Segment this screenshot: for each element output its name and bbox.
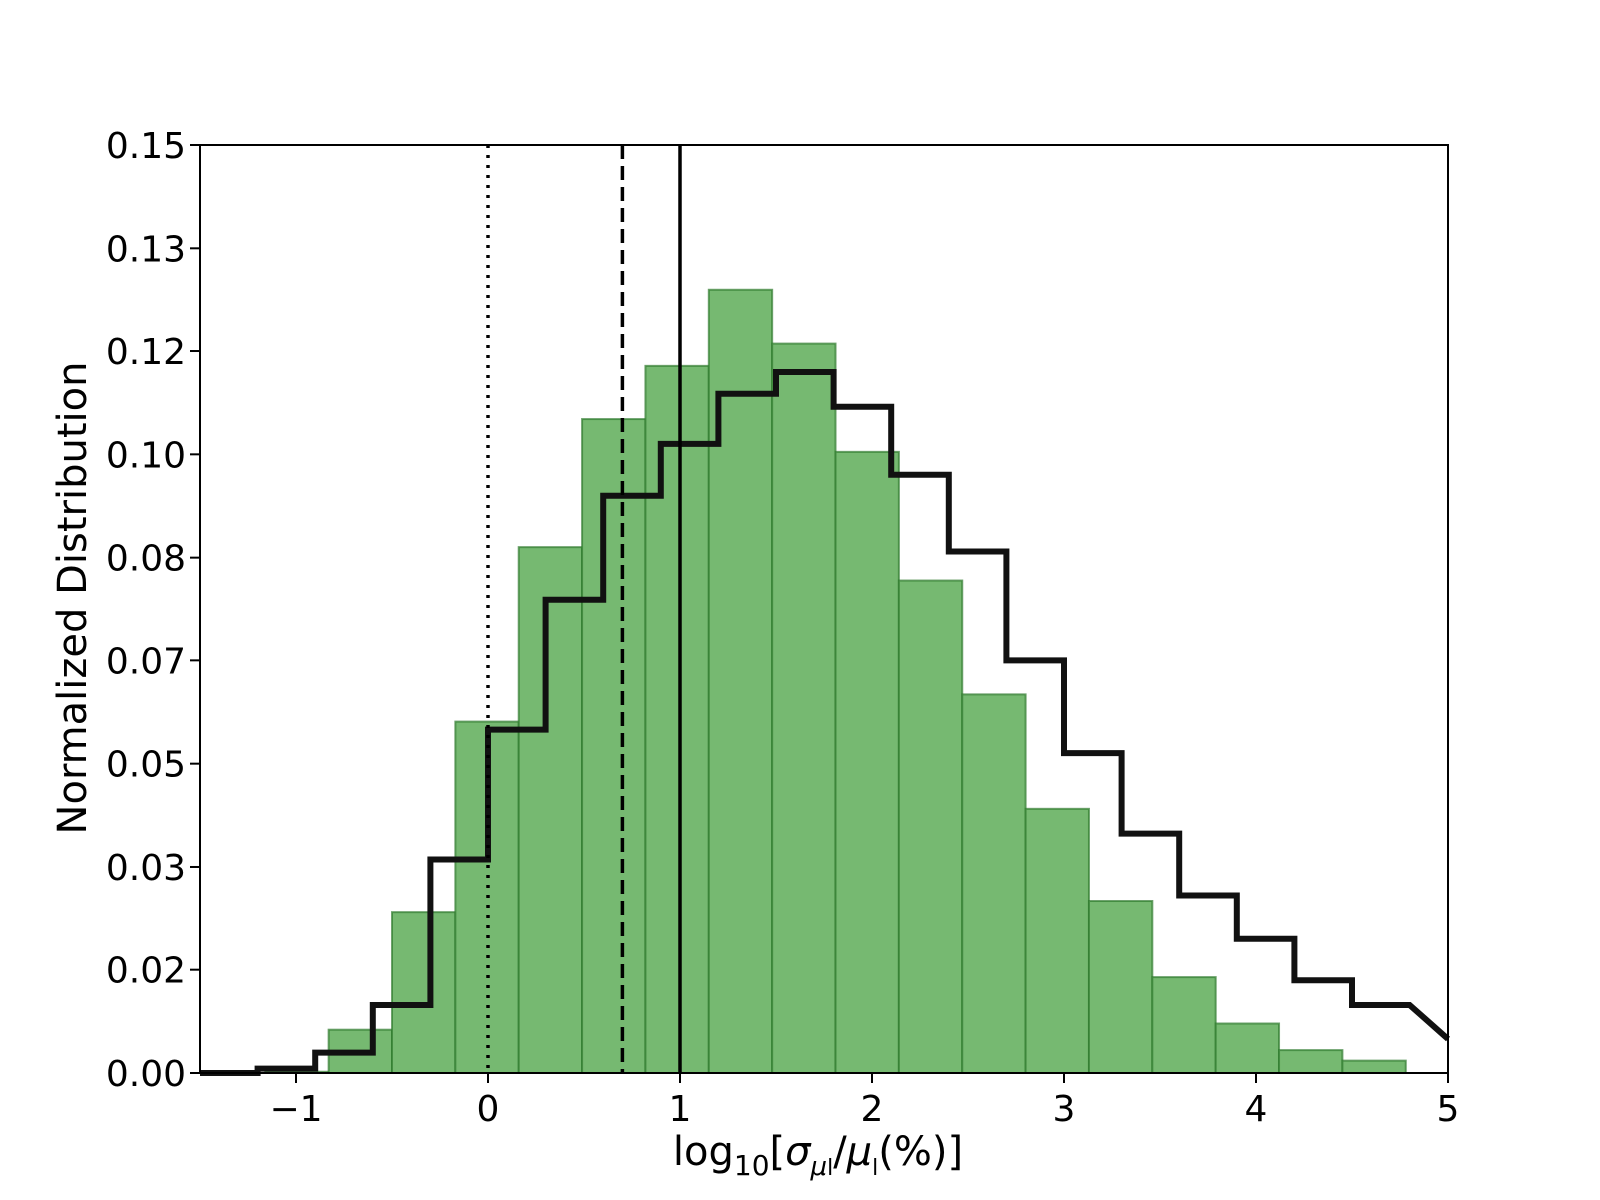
x-label-tail: (%)] <box>878 1129 963 1175</box>
histogram-bar <box>1214 1022 1281 1074</box>
y-tick-label: 0.02 <box>106 951 186 992</box>
x-tick-label: 1 <box>669 1089 692 1130</box>
histogram-bar <box>1278 1049 1344 1075</box>
histogram-bar <box>897 579 964 1074</box>
x-tick-label: 3 <box>1053 1089 1076 1130</box>
histogram-bar <box>391 911 457 1074</box>
y-tick-label: 0.10 <box>106 435 186 476</box>
histogram-bar <box>1341 1059 1407 1075</box>
histogram-bars <box>264 288 1407 1075</box>
x-label-sub3: l <box>872 1156 878 1181</box>
y-tick-label: 0.05 <box>106 745 186 786</box>
x-axis-ticks: −1 0 1 2 3 4 5 <box>269 1073 1459 1130</box>
y-tick-label: 0.15 <box>106 126 186 167</box>
histogram-bar <box>644 364 710 1074</box>
histogram-bar <box>1151 976 1217 1075</box>
x-label-sub1: 10 <box>734 1149 770 1182</box>
step-line-series <box>200 369 1450 1076</box>
x-axis-label: log10[σμl/μl(%)] <box>673 1129 963 1182</box>
x-label-open: [ <box>770 1129 786 1175</box>
histogram-bar <box>1087 900 1154 1075</box>
x-tick-label: 5 <box>1437 1089 1460 1130</box>
histogram-bar <box>581 418 647 1074</box>
y-axis-label: Normalized Distribution <box>50 362 96 835</box>
x-label-sub2b: l <box>827 1156 833 1181</box>
x-label-slash: / <box>833 1129 847 1175</box>
reference-lines <box>486 145 682 1073</box>
y-tick-label: 0.03 <box>106 848 186 889</box>
x-tick-label: 2 <box>861 1089 884 1130</box>
histogram-bar <box>771 342 837 1075</box>
x-tick-label: −1 <box>269 1089 322 1130</box>
y-tick-label: 0.07 <box>106 641 186 682</box>
x-label-sub2: μ <box>810 1152 828 1182</box>
y-tick-label: 0.13 <box>106 229 186 270</box>
y-tick-label: 0.12 <box>106 332 186 373</box>
histogram-bar <box>961 693 1027 1074</box>
y-tick-label: 0.00 <box>106 1054 186 1095</box>
histogram-bar <box>1024 807 1090 1074</box>
y-axis-ticks: 0.00 0.02 0.03 0.05 0.07 0.08 0.10 0.12 0.13 0.15 <box>106 126 200 1095</box>
histogram-bar <box>834 450 900 1075</box>
x-tick-label: 0 <box>477 1089 500 1130</box>
x-label-prefix: log <box>673 1129 734 1175</box>
x-label-sigma: σ <box>785 1129 812 1175</box>
x-label-mu: μ <box>846 1129 872 1175</box>
x-tick-label: 4 <box>1245 1089 1268 1130</box>
y-tick-label: 0.08 <box>106 539 186 580</box>
plot-frame <box>199 144 1449 1074</box>
histogram-bar <box>517 546 584 1074</box>
